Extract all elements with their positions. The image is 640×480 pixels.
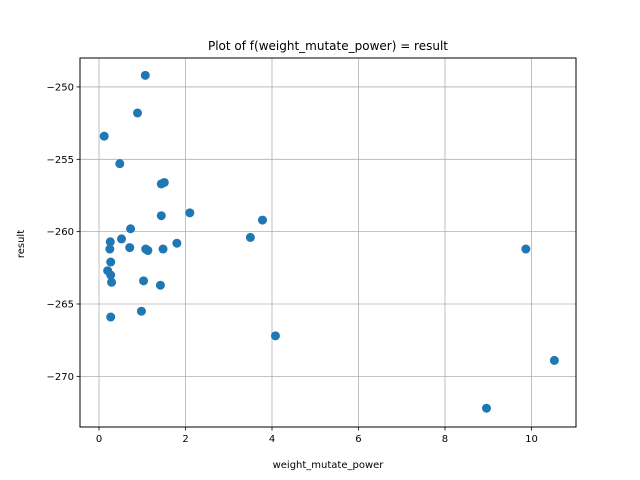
data-point	[136, 306, 146, 316]
y-tick-label: −260	[47, 227, 74, 238]
x-tick-label: 6	[355, 434, 361, 445]
x-axis-label: weight_mutate_power	[273, 460, 385, 471]
data-point	[106, 270, 116, 280]
data-point	[107, 277, 117, 287]
data-point	[133, 108, 143, 118]
data-point	[117, 234, 127, 244]
y-axis-label: result	[16, 230, 27, 258]
y-tick-label: −250	[47, 82, 74, 93]
axis-ticks: 0 2 4 6 8 10 −250 −255 −260 −265 −270	[47, 82, 538, 445]
y-tick-label: −265	[47, 300, 74, 311]
data-point	[172, 238, 182, 248]
data-point	[185, 208, 195, 218]
data-point	[143, 245, 153, 255]
data-point	[99, 131, 109, 141]
data-point	[106, 312, 116, 322]
x-tick-label: 10	[525, 434, 538, 445]
data-point	[245, 232, 255, 242]
grid-lines	[80, 58, 576, 427]
x-tick-label: 0	[96, 434, 102, 445]
data-point	[156, 211, 166, 221]
data-point	[270, 331, 280, 341]
data-point	[106, 257, 116, 267]
data-points	[99, 70, 559, 413]
x-tick-label: 4	[269, 434, 275, 445]
data-point	[257, 215, 267, 225]
y-tick-label: −270	[47, 372, 74, 383]
y-tick-label: −255	[47, 155, 74, 166]
data-point	[126, 224, 136, 234]
data-point	[140, 70, 150, 80]
x-tick-label: 8	[442, 434, 448, 445]
data-point	[481, 403, 491, 413]
data-point	[549, 355, 559, 365]
data-point	[155, 280, 165, 290]
data-point	[105, 244, 115, 254]
data-point	[158, 244, 168, 254]
data-point	[105, 237, 115, 247]
data-point	[159, 177, 169, 187]
chart-title: Plot of f(weight_mutate_power) = result	[208, 39, 448, 53]
data-point	[115, 159, 125, 169]
x-tick-label: 2	[182, 434, 188, 445]
data-point	[521, 244, 531, 254]
data-point	[125, 243, 135, 253]
data-point	[139, 276, 149, 286]
plot-frame	[79, 57, 577, 428]
